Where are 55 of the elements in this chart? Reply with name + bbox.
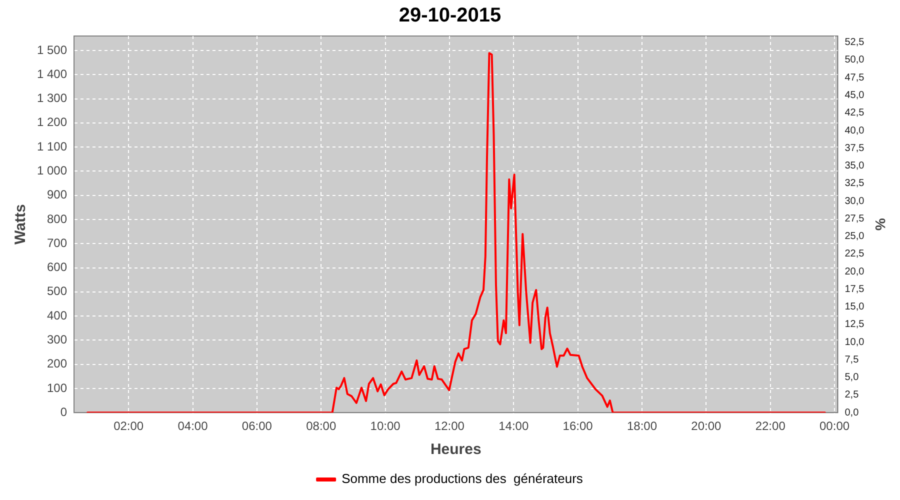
y2-tick-label: 20,0 (844, 266, 865, 278)
y-axis-title: Watts (12, 204, 30, 244)
x-tick-label: 12:00 (434, 419, 465, 434)
x-tick-label: 06:00 (242, 419, 272, 434)
y2-tick-label: 7,5 (844, 354, 860, 366)
y2-tick-label: 12,5 (844, 319, 865, 330)
y2-tick-label: 40,0 (844, 125, 865, 136)
x-axis-title: Heures (430, 441, 482, 458)
y2-tick-label: 5,0 (844, 372, 860, 384)
y2-tick-label: 52,5 (844, 37, 865, 48)
x-tick-label: 02:00 (114, 419, 144, 434)
y-tick-label: 100 (47, 380, 68, 395)
legend-label: Somme des productions des générateurs (342, 471, 584, 486)
y-tick-label: 400 (47, 308, 68, 322)
y2-tick-label: 2,5 (844, 390, 860, 401)
x-tick-label: 14:00 (498, 419, 529, 434)
y2-tick-label: 42,5 (844, 108, 865, 119)
y-tick-label: 1 400 (37, 66, 68, 81)
y-tick-label: 1 500 (37, 42, 68, 57)
x-tick-label: 08:00 (306, 419, 336, 434)
y-tick-label: 600 (47, 260, 68, 274)
y2-tick-label: 15,0 (844, 302, 865, 313)
y-tick-label: 300 (47, 332, 68, 346)
y2-tick-label: 35,0 (844, 160, 865, 172)
y-tick-label: 1 000 (37, 164, 68, 178)
x-tick-label: 04:00 (178, 419, 208, 434)
y2-tick-label: 22,5 (844, 248, 865, 260)
y-tick-label: 200 (47, 356, 68, 371)
x-tick-label: 16:00 (562, 419, 594, 434)
y2-tick-label: 30,0 (844, 196, 865, 207)
y-tick-label: 1 200 (37, 115, 68, 130)
y-tick-label: 0 (60, 404, 68, 419)
x-tick-label: 10:00 (370, 419, 401, 434)
y2-tick-label: 17,5 (844, 284, 865, 295)
y-tick-label: 700 (47, 236, 68, 250)
y2-tick-label: 0,0 (844, 407, 860, 418)
y2-axis-title: % (872, 218, 889, 232)
x-tick-label: 00:00 (820, 419, 850, 434)
y-tick-label: 1 300 (37, 91, 68, 106)
x-tick-label: 18:00 (626, 419, 658, 434)
y2-tick-label: 25,0 (844, 231, 865, 242)
x-tick-label: 22:00 (755, 419, 786, 434)
y2-tick-label: 37,5 (844, 142, 865, 154)
y-tick-label: 900 (47, 188, 68, 202)
y2-tick-label: 32,5 (844, 178, 865, 190)
y2-tick-label: 10,0 (844, 336, 865, 348)
y2-tick-label: 27,5 (844, 213, 865, 224)
y2-tick-label: 50,0 (844, 54, 865, 66)
y-tick-label: 1 100 (37, 139, 68, 154)
chart-title: 29-10-2015 (398, 4, 502, 27)
y-tick-label: 800 (47, 212, 68, 226)
x-tick-label: 20:00 (691, 419, 722, 434)
y2-tick-label: 45,0 (844, 90, 865, 101)
y2-tick-label: 47,5 (844, 72, 865, 84)
y-tick-label: 500 (47, 284, 68, 298)
